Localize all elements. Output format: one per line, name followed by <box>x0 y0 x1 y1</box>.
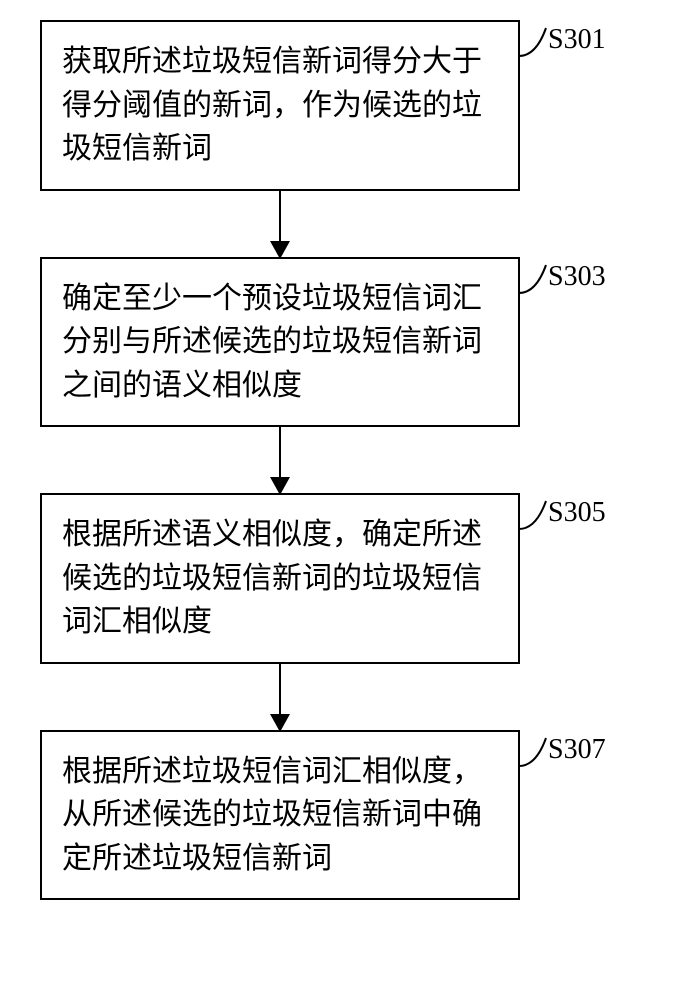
step-text: 根据所述垃圾短信词汇相似度，从所述候选的垃圾短信新词中确定所述垃圾短信新词 <box>62 755 482 875</box>
flow-step: 根据所述垃圾短信词汇相似度，从所述候选的垃圾短信新词中确定所述垃圾短信新词 S3… <box>40 730 650 901</box>
flow-arrow <box>40 427 520 493</box>
step-label: S303 <box>548 261 606 293</box>
step-text: 确定至少一个预设垃圾短信词汇分别与所述候选的垃圾短信新词之间的语义相似度 <box>62 282 482 402</box>
step-text: 根据所述语义相似度，确定所述候选的垃圾短信新词的垃圾短信词汇相似度 <box>62 518 482 638</box>
flow-step: 根据所述语义相似度，确定所述候选的垃圾短信新词的垃圾短信词汇相似度 S305 <box>40 493 650 664</box>
step-box: 获取所述垃圾短信新词得分大于得分阈值的新词，作为候选的垃圾短信新词 <box>40 20 520 191</box>
step-box: 根据所述垃圾短信词汇相似度，从所述候选的垃圾短信新词中确定所述垃圾短信新词 <box>40 730 520 901</box>
flow-arrow <box>40 664 520 730</box>
flow-step: 确定至少一个预设垃圾短信词汇分别与所述候选的垃圾短信新词之间的语义相似度 S30… <box>40 257 650 428</box>
flow-arrow <box>40 191 520 257</box>
step-box: 确定至少一个预设垃圾短信词汇分别与所述候选的垃圾短信新词之间的语义相似度 <box>40 257 520 428</box>
flow-step: 获取所述垃圾短信新词得分大于得分阈值的新词，作为候选的垃圾短信新词 S301 <box>40 20 650 191</box>
flowchart-container: 获取所述垃圾短信新词得分大于得分阈值的新词，作为候选的垃圾短信新词 S301 确… <box>40 20 650 900</box>
step-label: S305 <box>548 497 606 529</box>
step-label: S307 <box>548 734 606 766</box>
step-label: S301 <box>548 24 606 56</box>
step-box: 根据所述语义相似度，确定所述候选的垃圾短信新词的垃圾短信词汇相似度 <box>40 493 520 664</box>
step-text: 获取所述垃圾短信新词得分大于得分阈值的新词，作为候选的垃圾短信新词 <box>62 45 482 165</box>
